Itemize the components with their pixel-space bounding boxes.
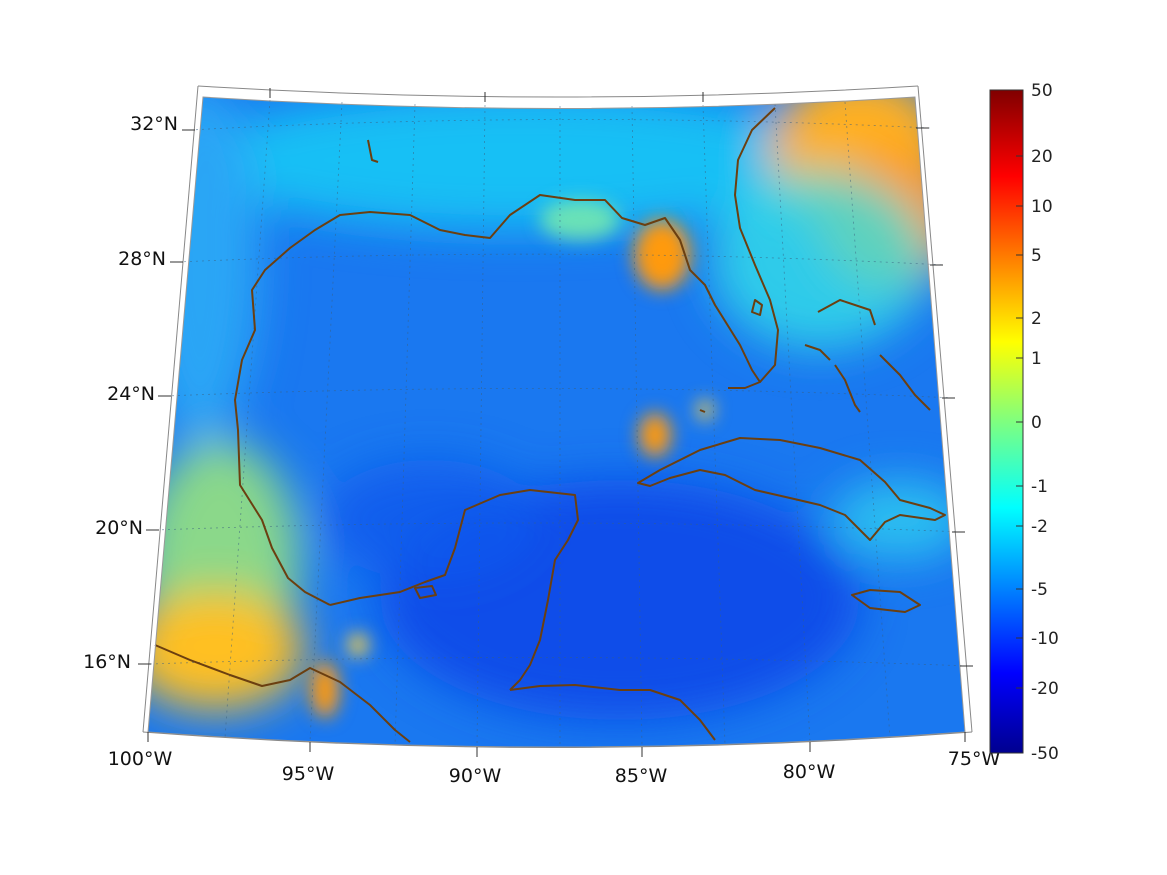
lat-label-16: 16°N: [83, 651, 131, 673]
lat-label-20: 20°N: [95, 517, 143, 539]
colorbar-label: -50: [1031, 744, 1059, 764]
lat-labels: 32°N 28°N 24°N 20°N 16°N: [83, 113, 178, 673]
colorbar-label: 5: [1031, 246, 1042, 266]
colorbar-label: -5: [1031, 580, 1048, 600]
lat-label-24: 24°N: [107, 383, 155, 405]
colorbar-label: 20: [1031, 147, 1053, 167]
lon-labels: 100°W 95°W 90°W 85°W 80°W 75°W: [108, 748, 1001, 787]
lon-label-85w: 85°W: [615, 765, 668, 787]
colorbar-label: -2: [1031, 517, 1048, 537]
colorbar-label: 1: [1031, 349, 1042, 369]
coastlines: [154, 107, 946, 743]
lon-label-80w: 80°W: [783, 761, 836, 783]
colorbar-label: -20: [1031, 679, 1059, 699]
colorbar-label: 10: [1031, 197, 1053, 217]
data-field: [148, 97, 965, 747]
lat-label-32: 32°N: [130, 113, 178, 135]
lon-label-95w: 95°W: [282, 763, 335, 785]
colorbar-label: 50: [1031, 81, 1053, 101]
lat-label-28: 28°N: [118, 248, 166, 270]
colorbar-label: -1: [1031, 477, 1048, 497]
colorbar-label: -10: [1031, 629, 1059, 649]
lon-label-100w: 100°W: [108, 748, 173, 770]
colorbar-label: 0: [1031, 413, 1042, 433]
lon-label-90w: 90°W: [449, 765, 502, 787]
colorbar-label: 2: [1031, 309, 1042, 329]
lon-label-75w: 75°W: [948, 748, 1001, 770]
axis-ticks: [138, 88, 973, 757]
graticule: [149, 99, 969, 748]
